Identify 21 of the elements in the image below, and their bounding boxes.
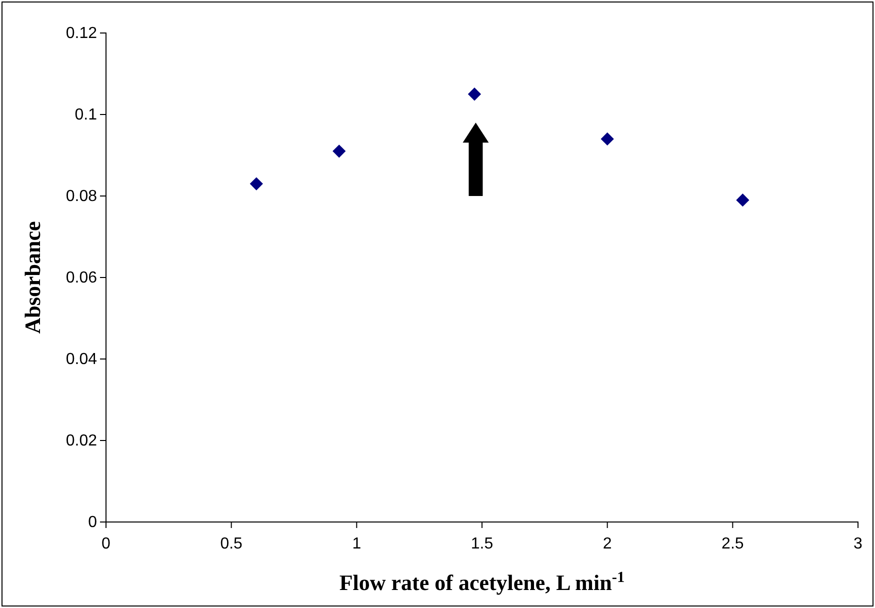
y-tick-label: 0.02 bbox=[66, 432, 98, 450]
point bbox=[332, 144, 346, 158]
x-tick-label: 3 bbox=[854, 536, 863, 553]
y-tick-label: 0.12 bbox=[66, 25, 98, 42]
x-axis-title: Flow rate of acetylene, L min$^{-1}$ bbox=[339, 568, 625, 595]
x-tick-label: 1.5 bbox=[470, 536, 494, 553]
point bbox=[736, 194, 750, 207]
y-tick-label: 0.1 bbox=[74, 106, 98, 124]
x-tick-label: 2.5 bbox=[722, 536, 744, 553]
x-tick-label: 2 bbox=[602, 536, 612, 553]
y-tick-label: 0.06 bbox=[66, 270, 98, 287]
x-tick-label: 0.5 bbox=[220, 536, 243, 553]
y-axis-title: Absorbance bbox=[20, 221, 45, 334]
point bbox=[250, 177, 263, 190]
x-tick-label: 1 bbox=[352, 536, 362, 553]
y-tick-label: 0.04 bbox=[66, 351, 98, 368]
y-tick-label: 0 bbox=[88, 514, 98, 532]
y-tick-label: 0.08 bbox=[66, 188, 98, 206]
x-tick-label: 0 bbox=[102, 536, 111, 553]
point bbox=[600, 132, 614, 146]
point bbox=[468, 88, 482, 101]
